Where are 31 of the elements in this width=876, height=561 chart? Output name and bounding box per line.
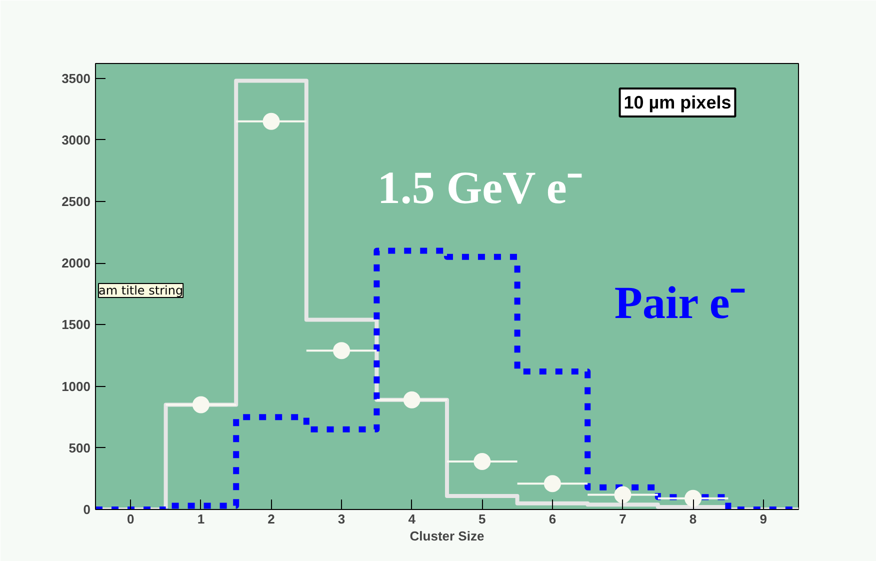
point (403, 391, 420, 408)
point (544, 475, 561, 492)
annotation: am title string (98, 284, 184, 298)
point (262, 112, 280, 130)
x-tick-label: 7 (619, 512, 626, 526)
x-tick-label: 0 (127, 512, 134, 526)
y-tick-label: 1000 (62, 378, 90, 394)
y-tick-label: 0 (83, 502, 91, 517)
x-tick-label: 9 (760, 512, 767, 526)
x-axis-title: Cluster Size (410, 528, 484, 544)
y-tick-label: 500 (68, 440, 91, 456)
y-tick-label: 1500 (62, 317, 90, 332)
x-tick-label: 1 (197, 512, 205, 526)
x-tick-label: 2 (268, 512, 275, 526)
point (474, 452, 491, 470)
point (192, 396, 210, 414)
point (333, 342, 350, 360)
x-tick-label: 4 (408, 512, 416, 526)
y-tick-label: 2000 (62, 256, 90, 271)
point (614, 486, 632, 504)
annotation: 10 µm pixels (624, 92, 732, 112)
x-tick-label: 8 (689, 512, 697, 526)
annotation: Pair e⁻ (614, 277, 746, 328)
y-tick-label: 2500 (62, 194, 90, 209)
y-tick-label: 3000 (62, 132, 90, 148)
x-tick-label: 6 (548, 512, 556, 526)
annotation: 1.5 GeV e⁻ (377, 162, 583, 213)
x-tick-label: 3 (338, 512, 346, 526)
x-tick-label: 5 (478, 512, 486, 526)
point (684, 490, 702, 507)
y-tick-label: 3500 (62, 70, 90, 86)
